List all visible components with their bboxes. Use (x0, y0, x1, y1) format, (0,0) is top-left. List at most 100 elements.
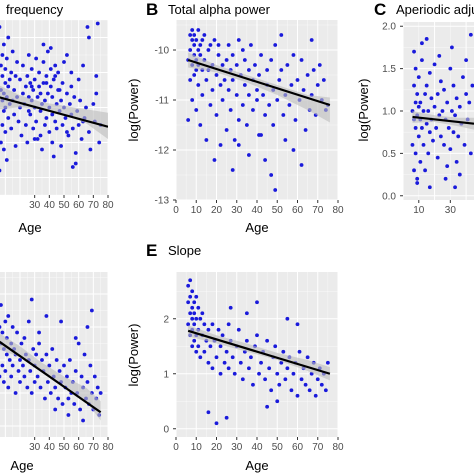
data-point (321, 78, 326, 82)
data-point (236, 143, 241, 147)
data-point (15, 60, 19, 64)
data-point (44, 74, 49, 78)
confidence-band (0, 85, 108, 139)
data-point (251, 382, 255, 387)
data-point (15, 330, 19, 335)
data-point (40, 358, 44, 362)
data-point (186, 283, 191, 288)
data-point (194, 294, 199, 299)
data-point (67, 102, 72, 106)
x-tick-label: 30 (231, 442, 243, 453)
fit-line (0, 96, 108, 128)
data-point (232, 371, 237, 376)
data-point (421, 143, 426, 147)
data-point (295, 78, 300, 82)
data-point (194, 108, 199, 112)
data-point (206, 327, 211, 332)
data-point (467, 100, 472, 105)
panel-B: 0 10 20 30 40 50 60 70 80 -13 -12 -11 -10 B Total alph… (126, 0, 344, 235)
data-point (1, 109, 6, 113)
data-point (457, 104, 462, 109)
data-point (427, 130, 432, 135)
data-point (418, 159, 423, 164)
data-point (453, 185, 457, 190)
data-point (63, 116, 68, 120)
data-point (303, 382, 308, 387)
data-point (65, 130, 69, 134)
data-point (443, 176, 448, 181)
data-point (196, 344, 201, 349)
data-point (224, 415, 229, 420)
data-point (420, 41, 424, 46)
fit-line (412, 115, 474, 125)
data-point (53, 407, 58, 412)
data-point (415, 181, 420, 185)
data-point (53, 385, 58, 390)
data-point (190, 38, 195, 42)
data-point (19, 341, 24, 346)
panel-title: Aperiodic adju (396, 2, 474, 17)
data-point (432, 62, 437, 67)
data-point (309, 38, 314, 42)
data-point (275, 371, 280, 376)
x-tick-label: 70 (88, 442, 100, 453)
data-point (7, 77, 12, 82)
panel-title: Slope (168, 243, 201, 258)
data-point (192, 322, 197, 327)
data-point (257, 133, 261, 137)
panel-D: 30 40 50 60 70 80 Age (0, 272, 114, 473)
data-point (230, 355, 235, 360)
data-point (53, 63, 58, 68)
data-point (37, 70, 41, 75)
x-tick-label: 40 (251, 205, 263, 216)
data-point (43, 98, 47, 103)
data-point (416, 104, 421, 109)
data-point (413, 151, 418, 156)
data-point (9, 70, 14, 75)
data-point (34, 119, 39, 124)
data-point (18, 77, 22, 82)
x-axis-title: Age (10, 458, 33, 473)
data-point (3, 67, 8, 71)
data-point (198, 43, 203, 47)
data-point (0, 63, 3, 68)
data-point (23, 123, 28, 127)
data-point (424, 121, 429, 126)
x-tick-label: 60 (292, 205, 304, 216)
data-point (257, 371, 261, 376)
data-point (267, 366, 272, 371)
data-point (275, 399, 280, 404)
data-point (190, 98, 195, 102)
y-axis-title: log(Power) (356, 79, 371, 142)
data-point (73, 369, 78, 373)
data-point (432, 104, 437, 109)
data-point (413, 100, 418, 105)
data-point (0, 25, 2, 29)
data-point (34, 352, 39, 357)
data-point (216, 53, 221, 57)
data-point (29, 297, 34, 302)
data-point (81, 63, 85, 68)
data-point (26, 319, 31, 324)
data-point (192, 338, 197, 343)
data-point (418, 100, 423, 105)
data-point (214, 113, 219, 117)
data-point (44, 116, 49, 120)
data-point (25, 385, 30, 390)
data-point (271, 123, 276, 127)
y-axis-title: log(Power) (126, 324, 141, 387)
data-point (198, 123, 203, 127)
data-point (454, 96, 459, 101)
data-point (218, 143, 223, 147)
data-point (0, 363, 5, 368)
x-tick-label: 40 (44, 442, 56, 453)
data-point (263, 158, 267, 162)
data-point (53, 74, 58, 78)
data-point (0, 168, 2, 173)
data-point (468, 32, 473, 37)
data-point (72, 95, 77, 99)
data-point (277, 78, 282, 82)
data-point (445, 100, 450, 105)
data-point (38, 109, 43, 113)
data-point (247, 93, 251, 97)
